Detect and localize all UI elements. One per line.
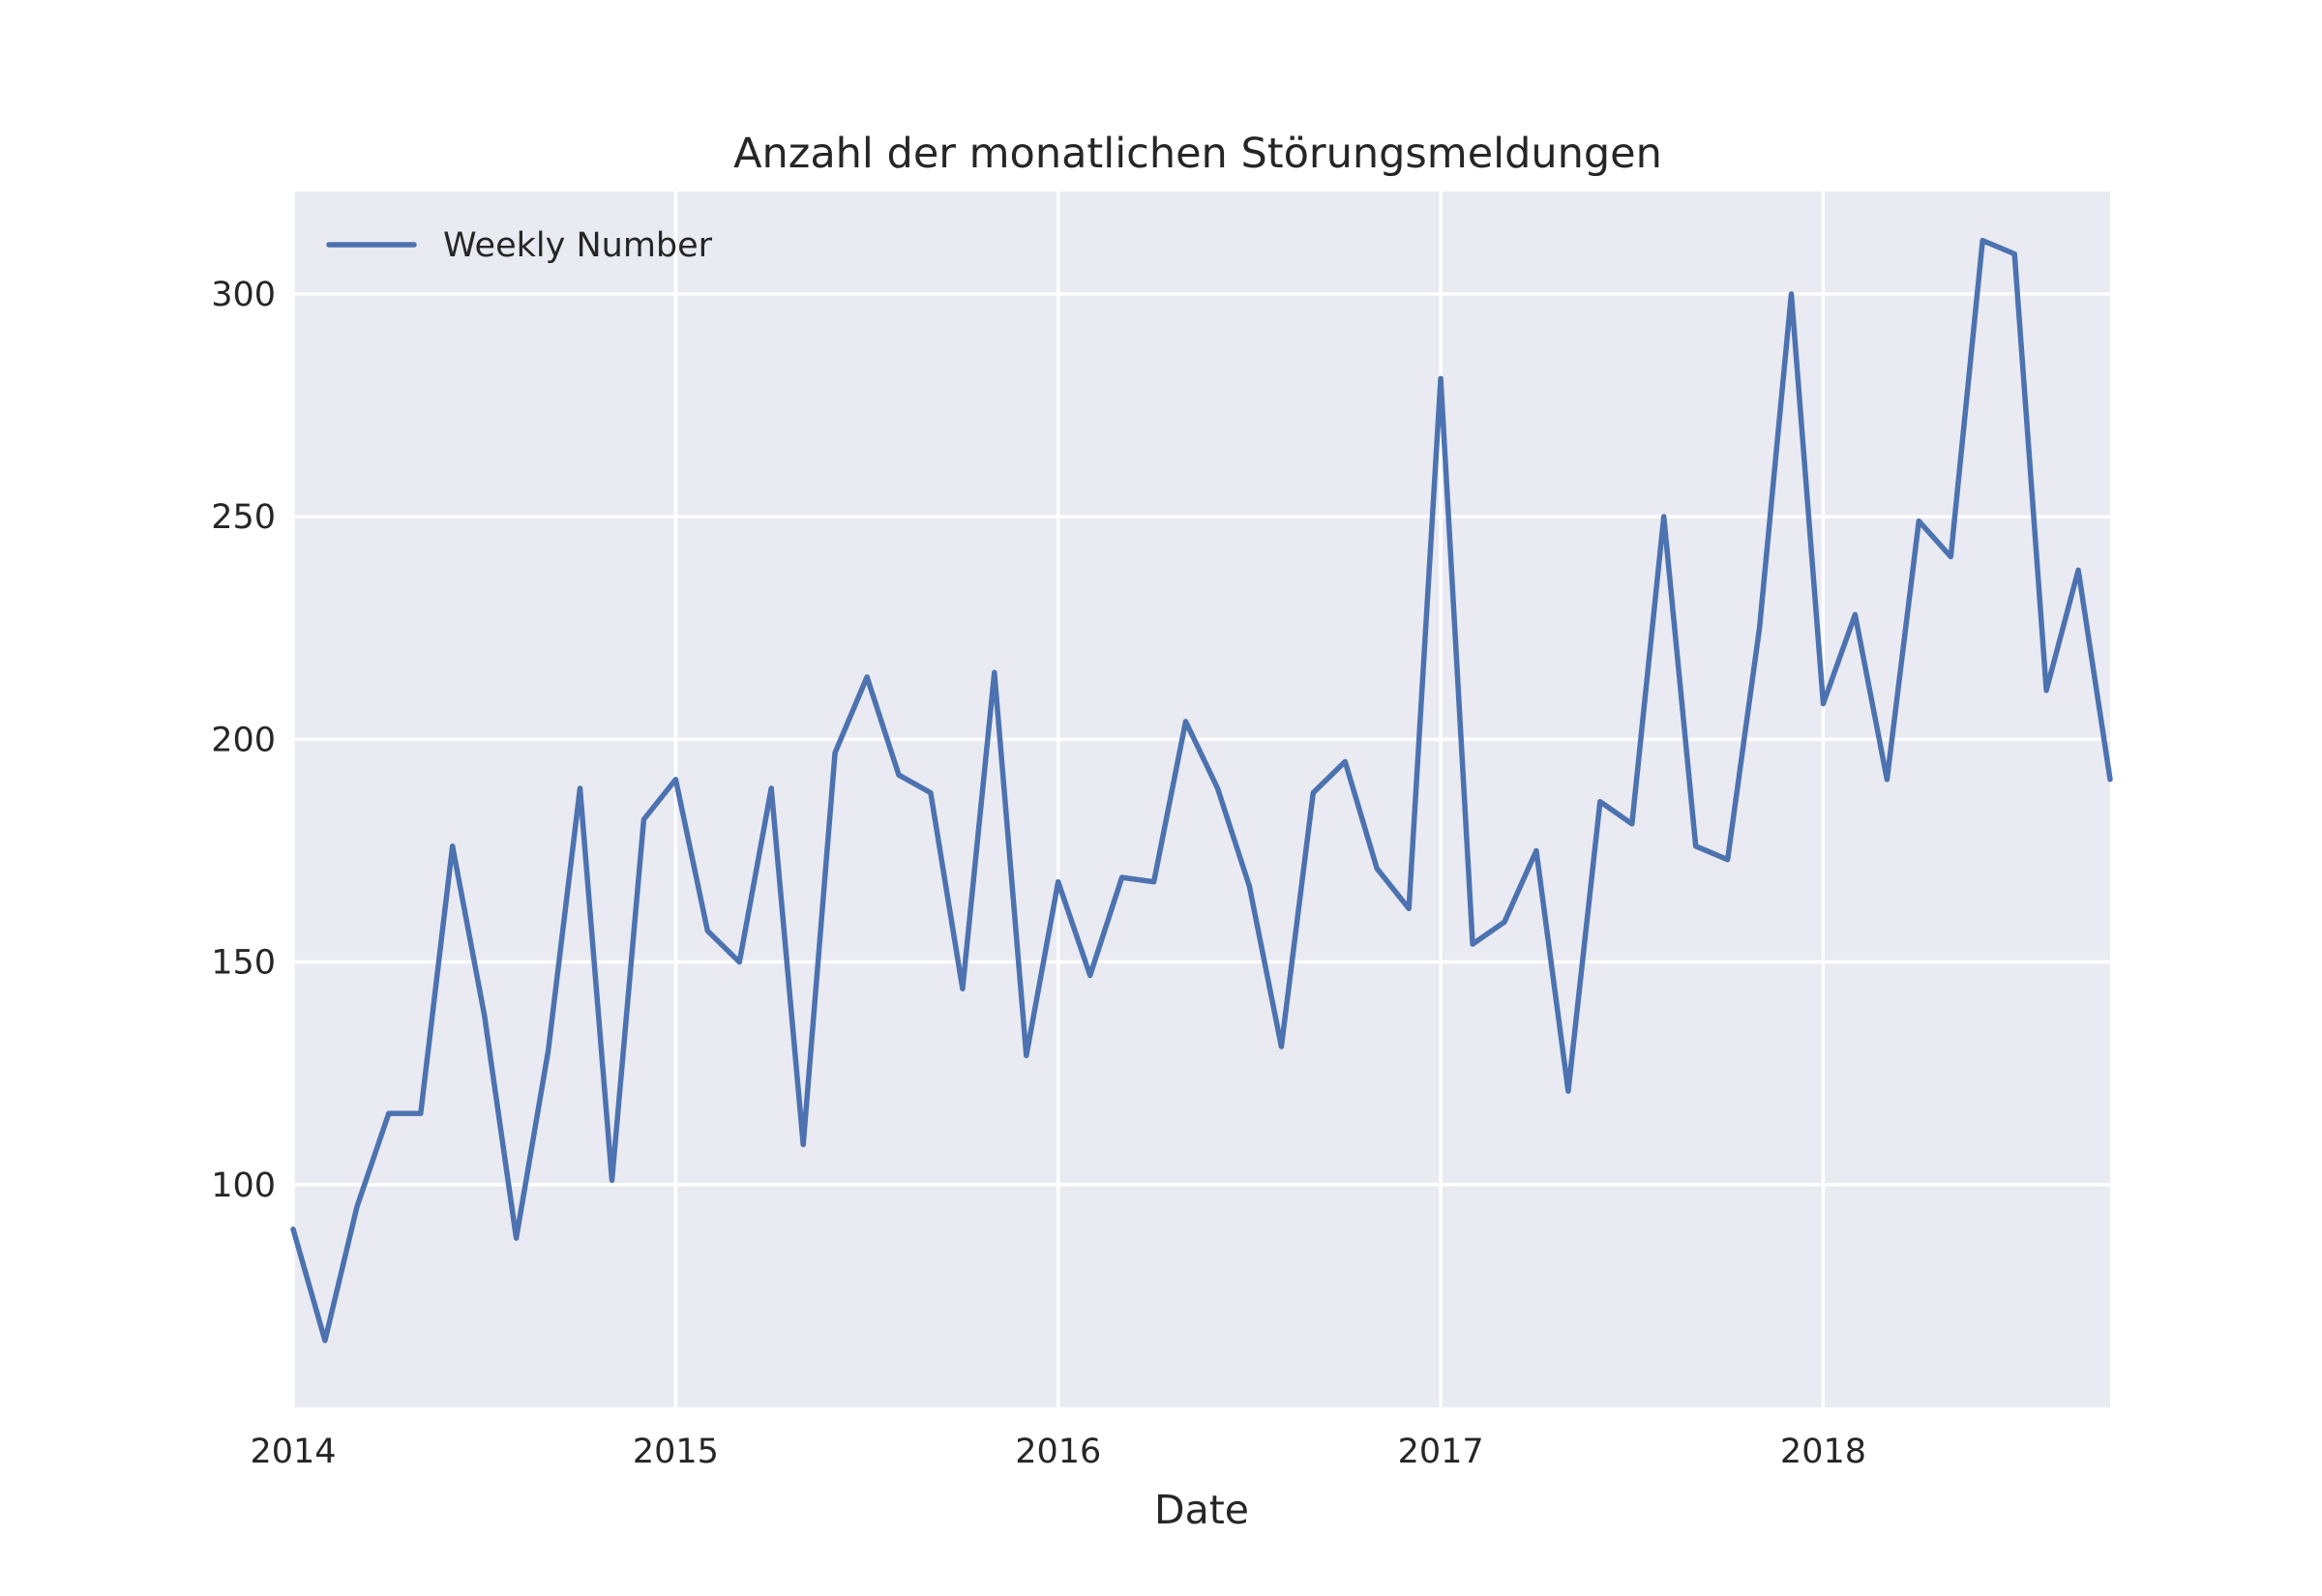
x-tick-label-2016: 2016 <box>1015 1433 1101 1471</box>
x-tick-label-2014: 2014 <box>250 1433 336 1471</box>
series-layer <box>290 237 2113 1344</box>
legend: Weekly Number <box>326 226 713 265</box>
x-tick-label-2015: 2015 <box>633 1433 719 1471</box>
legend-label-weekly-number: Weekly Number <box>443 226 713 265</box>
x-tick-label-2017: 2017 <box>1398 1433 1484 1471</box>
x-axis-label: Date <box>1154 1487 1249 1533</box>
y-tick-label-300: 300 <box>211 276 276 314</box>
y-tick-label-250: 250 <box>211 498 276 537</box>
tick-labels: 100 150 200 250 300 2014 2015 2016 2017 2018 <box>211 276 1866 1471</box>
chart-title: Anzahl der monatlichen Störungsmeldungen <box>733 130 1662 178</box>
y-tick-label-200: 200 <box>211 721 276 759</box>
y-tick-label-150: 150 <box>211 944 276 983</box>
y-tick-label-100: 100 <box>211 1167 276 1205</box>
plot-area <box>293 192 2110 1407</box>
series-line-0 <box>290 237 2113 1344</box>
x-tick-label-2018: 2018 <box>1780 1433 1866 1471</box>
